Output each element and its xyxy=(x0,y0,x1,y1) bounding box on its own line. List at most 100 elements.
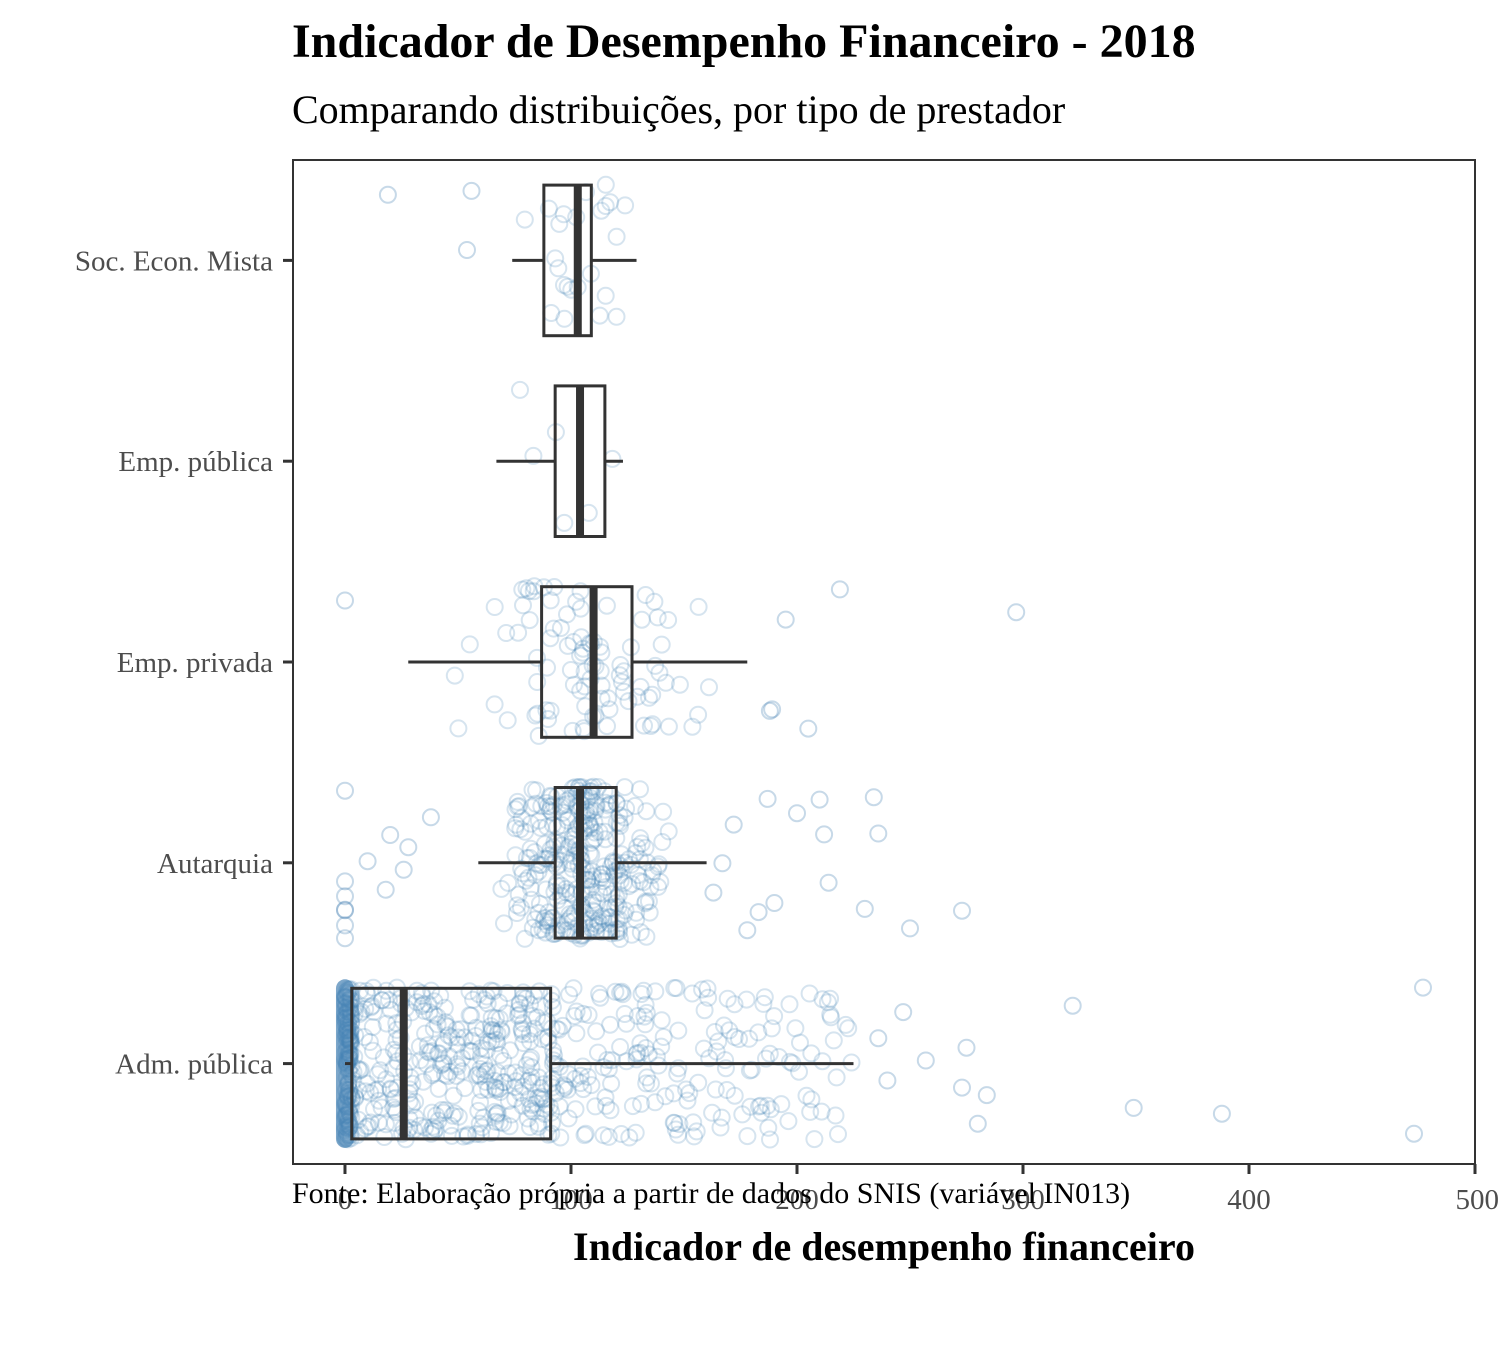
jitter-point xyxy=(488,1024,507,1043)
jitter-point xyxy=(443,1106,462,1125)
jitter-point xyxy=(432,1101,451,1119)
jitter-point xyxy=(651,873,670,891)
jitter-point xyxy=(358,1117,377,1136)
outlier-point xyxy=(336,901,354,920)
jitter-point xyxy=(474,1020,492,1039)
jitter-point xyxy=(571,582,590,601)
jitter-point xyxy=(631,1034,650,1053)
jitter-point xyxy=(631,829,650,848)
jitter-point xyxy=(458,1125,477,1144)
jitter-point xyxy=(514,1034,533,1053)
jitter-point xyxy=(604,866,623,885)
jitter-point xyxy=(610,866,629,885)
jitter-point xyxy=(414,1072,433,1091)
jitter-point xyxy=(418,1036,437,1055)
jitter-point xyxy=(626,1123,645,1142)
jitter-point xyxy=(694,1039,713,1058)
jitter-point xyxy=(611,983,630,1002)
jitter-point xyxy=(559,1109,578,1128)
jitter-point xyxy=(607,227,626,246)
jitter-point xyxy=(372,991,391,1010)
jitter-point xyxy=(805,1130,824,1149)
jitter-point xyxy=(529,1114,548,1133)
jitter-point xyxy=(477,1041,496,1060)
jitter-point xyxy=(519,868,538,887)
jitter-point xyxy=(839,1019,858,1038)
jitter-point xyxy=(758,1096,777,1115)
jitter-point xyxy=(720,1021,739,1040)
jitter-point xyxy=(649,857,667,876)
jitter-point xyxy=(599,1127,618,1146)
jitter-point xyxy=(490,993,508,1012)
jitter-point xyxy=(515,210,534,229)
jitter-point xyxy=(824,1031,843,1050)
jitter-point xyxy=(522,798,541,817)
outlier-point xyxy=(336,900,354,919)
jitter-point xyxy=(636,892,655,911)
jitter-point xyxy=(526,866,545,885)
jitter-point xyxy=(742,1060,761,1079)
jitter-point xyxy=(438,1067,457,1086)
jitter-point xyxy=(546,1084,565,1102)
jitter-point xyxy=(486,1080,505,1099)
jitter-point xyxy=(607,307,626,326)
jitter-point xyxy=(559,1065,578,1084)
jitter-point xyxy=(544,908,562,927)
jitter-point xyxy=(472,1081,491,1099)
jitter-point xyxy=(613,985,632,1004)
jitter-point xyxy=(513,580,532,599)
jitter-point xyxy=(512,1020,531,1039)
jitter-point xyxy=(542,803,561,822)
jitter-point xyxy=(592,907,611,926)
outlier-point xyxy=(957,1038,976,1057)
jitter-point xyxy=(685,1127,704,1146)
jitter-point xyxy=(368,1065,387,1084)
jitter-point xyxy=(631,780,649,799)
jitter-point xyxy=(434,1054,453,1073)
jitter-point xyxy=(471,1093,490,1112)
jitter-point xyxy=(478,994,497,1013)
jitter-point xyxy=(589,912,608,930)
jitter-point xyxy=(544,1041,563,1060)
jitter-point xyxy=(616,196,635,215)
jitter-point xyxy=(555,309,574,328)
outlier-point xyxy=(336,916,354,935)
jitter-point xyxy=(492,879,511,898)
jitter-point xyxy=(506,1063,525,1082)
jitter-point xyxy=(556,1077,575,1096)
jitter-point xyxy=(467,1066,486,1085)
jitter-point xyxy=(609,919,628,938)
jitter-point xyxy=(620,1128,639,1147)
jitter-point xyxy=(602,924,621,943)
jitter-point xyxy=(488,1104,507,1123)
jitter-point xyxy=(521,1032,540,1051)
jitter-point xyxy=(539,1032,558,1051)
jitter-point xyxy=(757,1049,775,1068)
jitter-point xyxy=(549,259,568,278)
jitter-point xyxy=(535,1105,554,1123)
outlier-point xyxy=(376,880,395,899)
jitter-point xyxy=(670,1115,689,1134)
jitter-point xyxy=(534,912,553,931)
jitter-point xyxy=(512,1066,531,1085)
jitter-point xyxy=(508,1006,527,1025)
jitter-point xyxy=(508,792,527,811)
jitter-point xyxy=(429,1079,448,1098)
jitter-point xyxy=(553,1016,572,1035)
jitter-point xyxy=(579,1006,598,1024)
jitter-point xyxy=(501,1041,519,1060)
jitter-point xyxy=(716,1051,735,1070)
jitter-point xyxy=(612,982,631,1001)
jitter-point xyxy=(416,1024,435,1043)
jitter-point xyxy=(513,1025,532,1044)
jitter-point xyxy=(430,1044,449,1063)
jitter-point xyxy=(412,984,431,1003)
jitter-point xyxy=(381,1080,400,1099)
jitter-point xyxy=(417,1055,436,1074)
jitter-point xyxy=(573,1057,592,1076)
jitter-point xyxy=(571,1066,590,1085)
jitter-point xyxy=(643,715,662,734)
jitter-point xyxy=(601,908,620,927)
